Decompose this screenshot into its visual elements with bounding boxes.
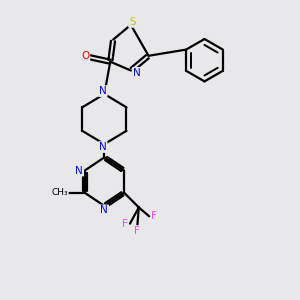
Text: N: N xyxy=(99,86,107,96)
Text: F: F xyxy=(152,211,158,221)
Text: S: S xyxy=(129,17,136,27)
Text: O: O xyxy=(81,51,89,61)
Text: N: N xyxy=(133,68,141,78)
Text: N: N xyxy=(76,166,83,176)
Text: N: N xyxy=(99,142,107,152)
Text: N: N xyxy=(100,206,108,215)
Text: F: F xyxy=(122,219,128,229)
Text: F: F xyxy=(134,226,140,236)
Text: CH₃: CH₃ xyxy=(51,188,68,197)
